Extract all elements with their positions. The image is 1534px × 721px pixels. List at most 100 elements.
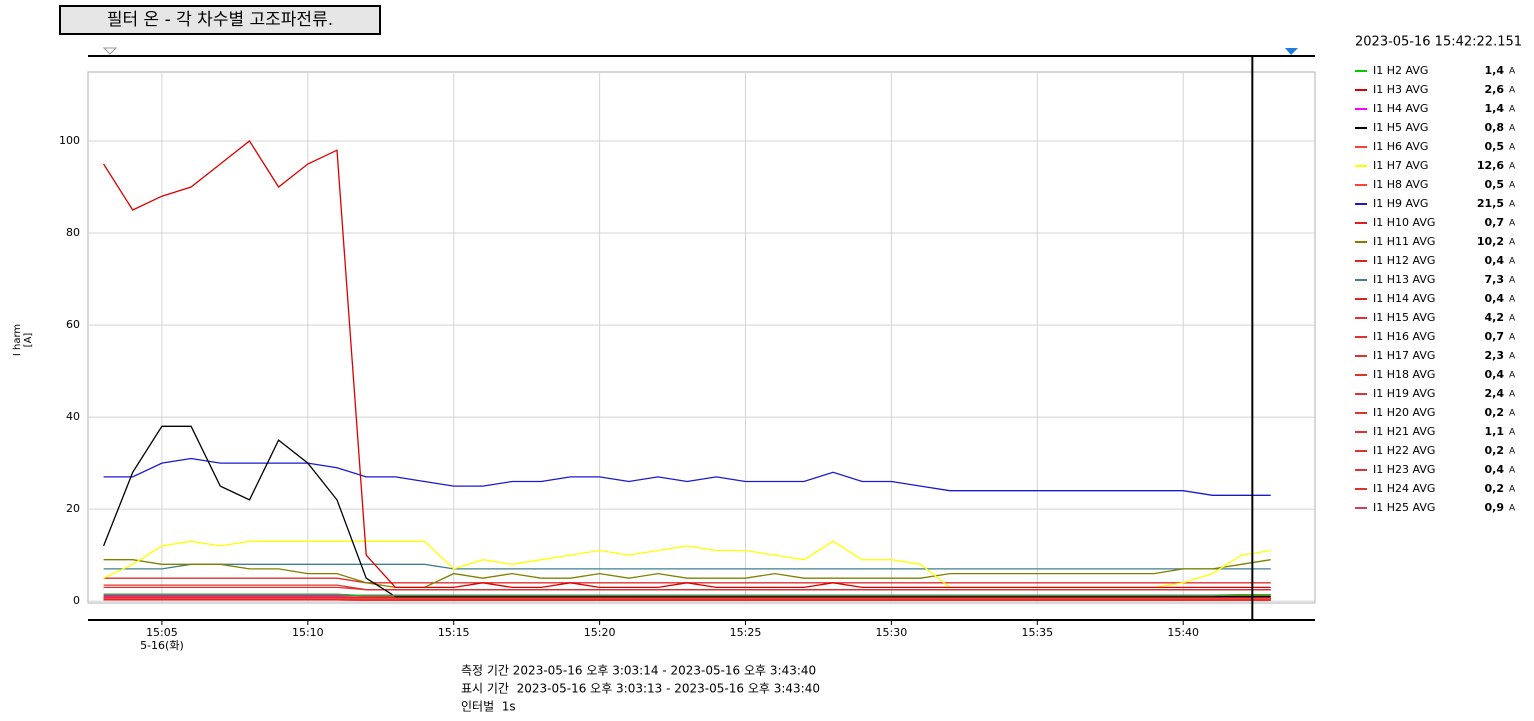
legend-value: 0,2 (1485, 482, 1505, 495)
chart-title: 필터 온 - 각 차수별 고조파전류. (107, 10, 333, 30)
legend-unit: A (1509, 428, 1516, 438)
legend-unit: A (1509, 86, 1516, 96)
legend-value: 0,4 (1485, 463, 1505, 476)
legend-value: 0,7 (1485, 330, 1505, 343)
legend-unit: A (1509, 504, 1516, 514)
legend-label: I1 H21 AVG (1373, 425, 1435, 438)
series-line (103, 593, 1271, 597)
grid (88, 72, 1315, 603)
legend-unit: A (1509, 447, 1516, 457)
legend-value: 4,2 (1485, 311, 1505, 324)
x-tick-label: 15:20 (584, 626, 616, 639)
legend-value: 12,6 (1477, 159, 1504, 172)
legend-value: 0,9 (1485, 501, 1505, 514)
legend-unit: A (1509, 352, 1516, 362)
x-tick-label: 15:10 (292, 626, 324, 639)
x-tick-label: 15:40 (1167, 626, 1199, 639)
series-line (103, 457, 1271, 496)
y-tick-label: 80 (66, 226, 80, 239)
legend-label: I1 H17 AVG (1373, 349, 1435, 362)
y-tick-label: 100 (59, 134, 80, 147)
legend-label: I1 H9 AVG (1373, 197, 1428, 210)
legend-value: 2,6 (1485, 83, 1505, 96)
legend-unit: A (1509, 333, 1516, 343)
legend-label: I1 H16 AVG (1373, 330, 1435, 343)
legend-value: 2,3 (1485, 349, 1505, 362)
legend-unit: A (1509, 409, 1516, 419)
legend-label: I1 H8 AVG (1373, 178, 1428, 191)
legend-value: 0,5 (1485, 140, 1505, 153)
legend-value: 0,4 (1485, 254, 1505, 267)
series-line (103, 559, 1271, 589)
legend-unit: A (1509, 124, 1516, 134)
legend-value: 2,4 (1485, 387, 1505, 400)
plot-frame (87, 71, 1316, 604)
end-marker (1285, 48, 1298, 55)
legend-unit: A (1509, 390, 1516, 400)
footer: 측정 기간 2023-05-16 오후 3:03:14 - 2023-05-16… (461, 664, 820, 714)
legend-unit: A (1509, 276, 1516, 286)
legend-label: I1 H5 AVG (1373, 121, 1428, 134)
cursor-time: 2023-05-16 15:42:22.151 (1355, 35, 1522, 50)
legend-label: I1 H3 AVG (1373, 83, 1428, 96)
legend-label: I1 H15 AVG (1373, 311, 1435, 324)
legend-value: 10,2 (1477, 235, 1504, 248)
legend-label: I1 H23 AVG (1373, 463, 1435, 476)
legend-unit: A (1509, 466, 1516, 476)
x-sublabel: 5-16(화) (140, 639, 184, 652)
legend-label: I1 H7 AVG (1373, 159, 1428, 172)
legend-label: I1 H25 AVG (1373, 501, 1435, 514)
legend-value: 0,7 (1485, 216, 1505, 229)
legend-value: 0,8 (1485, 121, 1505, 134)
legend-label: I1 H14 AVG (1373, 292, 1435, 305)
y-tick-label: 0 (73, 594, 80, 607)
legend-unit: A (1509, 371, 1516, 381)
legend-unit: A (1509, 105, 1516, 115)
legend-label: I1 H19 AVG (1373, 387, 1435, 400)
legend-label: I1 H6 AVG (1373, 140, 1428, 153)
series-line (103, 563, 1271, 570)
legend-label: I1 H24 AVG (1373, 482, 1435, 495)
legend-unit: A (1509, 219, 1516, 229)
legend-label: I1 H22 AVG (1373, 444, 1435, 457)
legend-label: I1 H10 AVG (1373, 216, 1435, 229)
legend-unit: A (1509, 200, 1516, 210)
legend-value: 1,4 (1485, 64, 1505, 77)
footer-line: 표시 기간 2023-05-16 오후 3:03:13 - 2023-05-16… (461, 682, 820, 696)
y-tick-label: 60 (66, 318, 80, 331)
legend-unit: A (1509, 67, 1516, 77)
x-tick-label: 15:25 (730, 626, 762, 639)
legend-value: 1,4 (1485, 102, 1505, 115)
series-line (103, 140, 1271, 589)
legend-unit: A (1509, 485, 1516, 495)
legend-label: I1 H4 AVG (1373, 102, 1428, 115)
legend-value: 7,3 (1485, 273, 1505, 286)
legend-value: 0,2 (1485, 406, 1505, 419)
series-line (103, 597, 1271, 600)
legend-value: 0,5 (1485, 178, 1505, 191)
start-marker (102, 47, 118, 55)
x-tick-label: 15:30 (876, 626, 908, 639)
y-tick-label: 40 (66, 410, 80, 423)
legend-unit: A (1509, 162, 1516, 172)
footer-line: 인터벌 1s (461, 700, 516, 714)
legend-value: 21,5 (1477, 197, 1504, 210)
legend-unit: A (1509, 238, 1516, 248)
x-tick-label: 15:05 (146, 626, 178, 639)
legend-label: I1 H11 AVG (1373, 235, 1435, 248)
legend-value: 1,1 (1485, 425, 1505, 438)
legend-unit: A (1509, 181, 1516, 191)
title-box (59, 5, 381, 35)
series-line (102, 425, 1271, 598)
legend-unit: A (1509, 143, 1516, 153)
legend-label: I1 H13 AVG (1373, 273, 1435, 286)
legend-unit: A (1509, 257, 1516, 267)
footer-line: 측정 기간 2023-05-16 오후 3:03:14 - 2023-05-16… (461, 664, 816, 678)
legend-value: 0,4 (1485, 292, 1505, 305)
legend-label: I1 H2 AVG (1373, 64, 1428, 77)
x-tick-label: 15:35 (1021, 626, 1053, 639)
legend-value: 0,4 (1485, 368, 1505, 381)
legend-unit: A (1509, 314, 1516, 324)
legend-value: 0,2 (1485, 444, 1505, 457)
